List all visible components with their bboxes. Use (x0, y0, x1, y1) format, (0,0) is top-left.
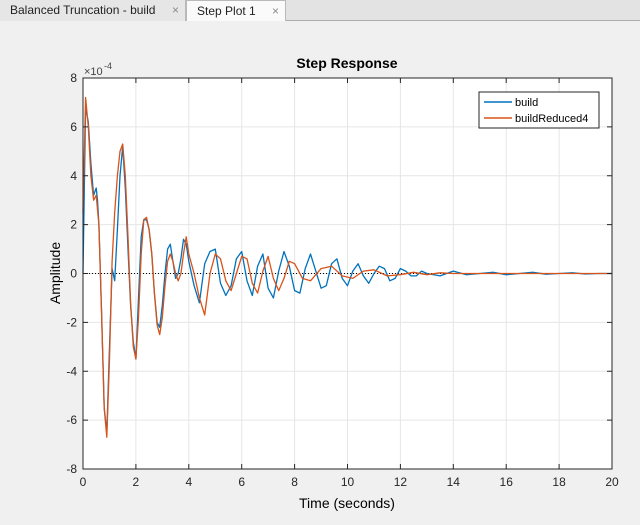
tab-label: Step Plot 1 (197, 4, 256, 18)
axis-ticks: 0 2 4 6 8 10 12 14 16 18 20 -8 -6 -4 -2 0 2 4 6 8 (66, 71, 619, 489)
series-group (82, 96, 612, 438)
y-tick-label: 4 (70, 169, 77, 183)
x-tick-label: 0 (80, 475, 87, 489)
tab-bar: Balanced Truncation - build × Step Plot … (0, 0, 640, 22)
x-tick-label: 20 (605, 475, 619, 489)
legend-box (478, 91, 600, 129)
y-tick-label: -8 (66, 462, 77, 476)
y-tick-label: -4 (66, 364, 77, 378)
x-tick-label: 8 (291, 475, 298, 489)
y-tick-label: 8 (70, 71, 77, 85)
x-tick-label: 18 (552, 475, 566, 489)
figure-area: 0 2 4 6 8 10 12 14 16 18 20 -8 -6 -4 -2 0 2 4 6 8 Step Resp… (0, 21, 640, 525)
x-tick-label: 6 (238, 475, 245, 489)
y-axis-label: Amplitude (47, 242, 63, 304)
legend-label-reduced: buildReduced4 (515, 113, 588, 125)
y-tick-label: 2 (70, 218, 77, 232)
x-tick-label: 16 (500, 475, 514, 489)
series-line-build (82, 106, 612, 433)
tab-balanced-truncation[interactable]: Balanced Truncation - build × (0, 0, 186, 21)
tab-label: Balanced Truncation - build (10, 3, 156, 17)
close-icon[interactable]: × (271, 4, 279, 18)
y-tick-label: 6 (70, 120, 77, 134)
y-tick-label: -6 (66, 413, 77, 427)
x-tick-label: 2 (133, 475, 140, 489)
legend-label-build: build (515, 97, 538, 109)
y-exponent-power: -4 (104, 61, 112, 71)
series-line-buildReduced4 (82, 96, 612, 438)
x-axis-label: Time (seconds) (299, 495, 395, 511)
tab-step-plot[interactable]: Step Plot 1 × (186, 0, 286, 22)
y-exponent-base: ×10 (84, 66, 103, 78)
x-tick-label: 4 (185, 475, 192, 489)
x-tick-label: 14 (447, 475, 461, 489)
legend[interactable]: build buildReduced4 (478, 91, 600, 129)
y-tick-label: 0 (70, 267, 77, 281)
x-tick-label: 12 (394, 475, 408, 489)
step-response-chart[interactable]: 0 2 4 6 8 10 12 14 16 18 20 -8 -6 -4 -2 0 2 4 6 8 Step Resp… (0, 21, 640, 525)
y-tick-label: -2 (66, 315, 77, 329)
x-tick-label: 10 (341, 475, 355, 489)
close-icon[interactable]: × (171, 3, 179, 17)
chart-title: Step Response (296, 55, 397, 71)
